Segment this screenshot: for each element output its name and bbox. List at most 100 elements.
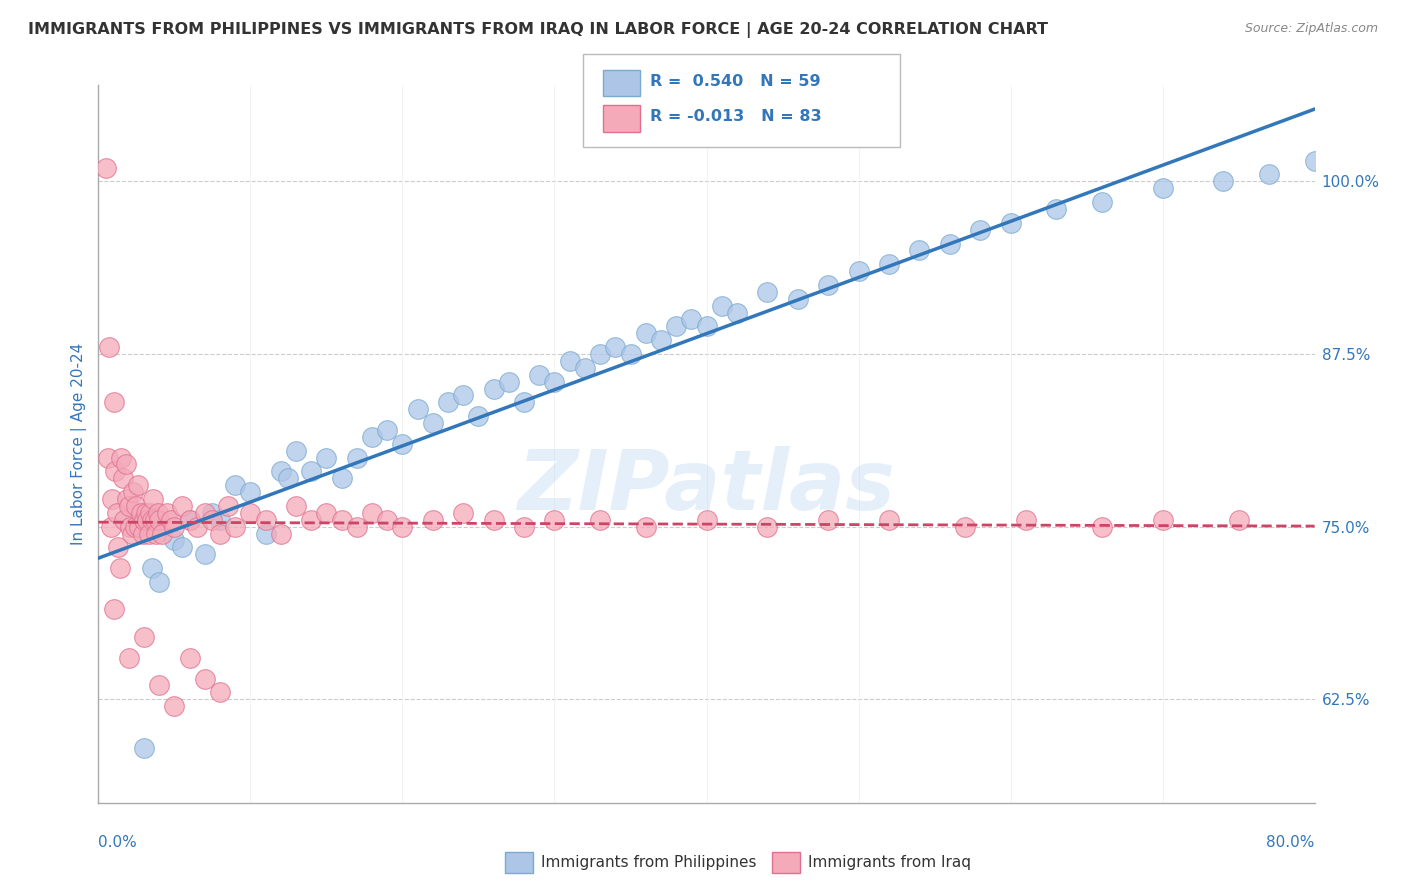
Text: 0.0%: 0.0%	[98, 836, 138, 850]
Point	[254, 513, 277, 527]
Point	[277, 471, 299, 485]
Point	[848, 264, 870, 278]
Point	[391, 436, 413, 450]
Point	[1303, 153, 1326, 168]
Point	[634, 326, 657, 341]
Point	[141, 561, 163, 575]
Point	[634, 519, 657, 533]
Point	[756, 285, 779, 299]
Point	[696, 319, 718, 334]
Point	[1212, 174, 1234, 188]
Point	[179, 650, 201, 665]
Point	[146, 506, 169, 520]
Point	[482, 382, 505, 396]
Point	[170, 541, 193, 555]
Point	[375, 513, 398, 527]
Point	[513, 519, 536, 533]
Point	[194, 547, 217, 561]
Point	[107, 541, 129, 555]
Point	[121, 526, 143, 541]
Point	[619, 347, 641, 361]
Point	[132, 740, 155, 755]
Point	[391, 519, 413, 533]
Point	[346, 450, 368, 465]
Point	[117, 491, 139, 506]
Text: IMMIGRANTS FROM PHILIPPINES VS IMMIGRANTS FROM IRAQ IN LABOR FORCE | AGE 20-24 C: IMMIGRANTS FROM PHILIPPINES VS IMMIGRANT…	[28, 22, 1047, 38]
Point	[163, 699, 186, 714]
Point	[605, 340, 627, 354]
Text: 80.0%: 80.0%	[1267, 836, 1315, 850]
Point	[330, 513, 353, 527]
Point	[543, 513, 565, 527]
Point	[725, 305, 748, 319]
Point	[285, 499, 308, 513]
Point	[179, 513, 201, 527]
Point	[179, 513, 201, 527]
Point	[375, 423, 398, 437]
Point	[285, 443, 308, 458]
Point	[817, 513, 839, 527]
Point	[209, 526, 232, 541]
Point	[224, 519, 246, 533]
Text: R =  0.540   N = 59: R = 0.540 N = 59	[650, 74, 820, 88]
Point	[94, 161, 117, 175]
Point	[1091, 519, 1114, 533]
Text: Source: ZipAtlas.com: Source: ZipAtlas.com	[1244, 22, 1378, 36]
Point	[135, 506, 157, 520]
Point	[118, 499, 141, 513]
Point	[139, 506, 162, 520]
Point	[103, 395, 125, 409]
Point	[406, 402, 429, 417]
Point	[104, 464, 127, 478]
Point	[103, 602, 125, 616]
Point	[132, 630, 155, 644]
Point	[453, 506, 475, 520]
Point	[315, 506, 337, 520]
Point	[170, 499, 193, 513]
Text: ZIPatlas: ZIPatlas	[517, 446, 896, 527]
Point	[163, 533, 186, 548]
Point	[108, 561, 131, 575]
Point	[163, 519, 186, 533]
Point	[114, 458, 136, 472]
Point	[131, 526, 153, 541]
Point	[201, 506, 224, 520]
Point	[1000, 216, 1022, 230]
Point	[361, 430, 384, 444]
Point	[156, 506, 179, 520]
Point	[953, 519, 976, 533]
Point	[128, 519, 150, 533]
Point	[239, 485, 262, 500]
Point	[111, 471, 134, 485]
Point	[96, 450, 118, 465]
Point	[574, 360, 596, 375]
Point	[908, 244, 931, 258]
Point	[217, 499, 239, 513]
Point	[1152, 181, 1174, 195]
Point	[239, 506, 262, 520]
Point	[127, 478, 149, 492]
Point	[299, 513, 322, 527]
Point	[150, 526, 173, 541]
Point	[124, 519, 146, 533]
Point	[138, 526, 160, 541]
Point	[543, 375, 565, 389]
Point	[129, 506, 152, 520]
Text: R = -0.013   N = 83: R = -0.013 N = 83	[650, 110, 821, 124]
Point	[330, 471, 353, 485]
Point	[270, 526, 292, 541]
Text: Immigrants from Philippines: Immigrants from Philippines	[541, 855, 756, 870]
Point	[194, 506, 217, 520]
Point	[681, 312, 703, 326]
Point	[1045, 202, 1067, 216]
Point	[141, 513, 163, 527]
Point	[346, 519, 368, 533]
Point	[939, 236, 962, 251]
Point	[270, 464, 292, 478]
Point	[817, 277, 839, 292]
Point	[589, 347, 612, 361]
Point	[1227, 513, 1250, 527]
Point	[665, 319, 688, 334]
Point	[105, 506, 128, 520]
Text: Immigrants from Iraq: Immigrants from Iraq	[808, 855, 972, 870]
